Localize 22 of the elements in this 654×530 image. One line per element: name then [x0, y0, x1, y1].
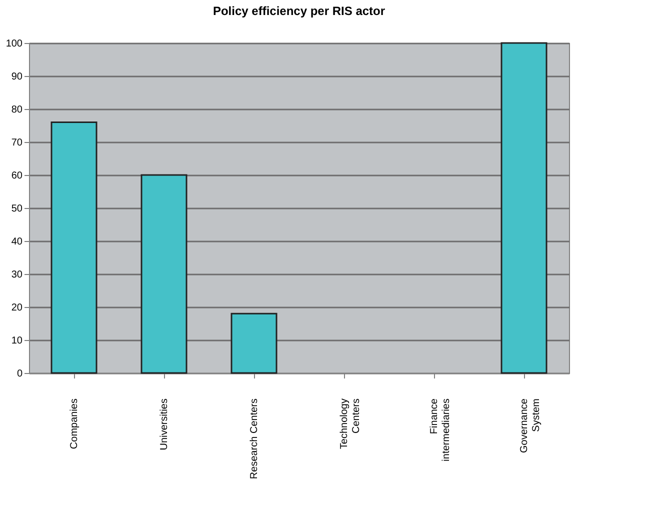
x-tick-label: Governance System — [519, 398, 542, 453]
x-tick-label: Companies — [69, 398, 80, 450]
x-tick-label: Finance intermediaries — [429, 398, 452, 462]
y-tick-label: 10 — [11, 336, 23, 346]
y-tick-label: 70 — [11, 138, 23, 148]
chart-title: Policy efficiency per RIS actor — [212, 4, 386, 18]
y-tick-label: 0 — [16, 368, 23, 380]
y-tick-label: 40 — [11, 236, 23, 248]
y-tick-label: 50 — [11, 204, 23, 214]
x-tick-label: Technology Centers — [339, 398, 362, 450]
y-tick-label: 90 — [11, 72, 23, 82]
bar — [500, 42, 548, 374]
y-tick-label: 80 — [11, 104, 23, 116]
y-tick-label: 60 — [11, 170, 23, 182]
bar — [230, 312, 278, 374]
bar — [50, 121, 98, 374]
x-tick-label: Research Centers — [249, 398, 260, 480]
bar — [140, 174, 188, 374]
y-tick-label: 30 — [11, 270, 23, 280]
y-tick-label: 100 — [6, 38, 23, 50]
x-tick-label: Universities — [159, 398, 170, 450]
y-tick-label: 20 — [11, 302, 23, 314]
